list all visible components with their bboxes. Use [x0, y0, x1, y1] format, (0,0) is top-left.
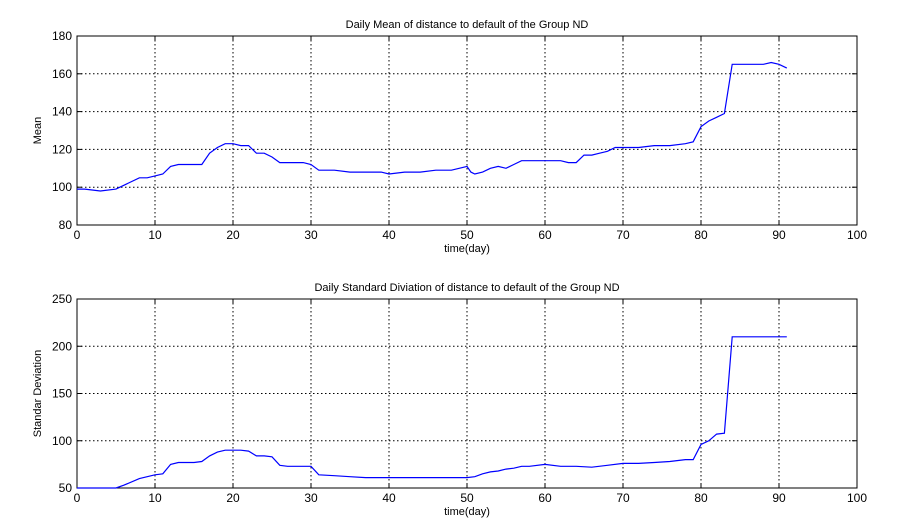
- x-tick-label: 50: [460, 491, 474, 505]
- y-tick-label: 140: [52, 105, 72, 119]
- x-tick-label: 20: [226, 491, 240, 505]
- y-tick-label: 180: [52, 29, 72, 43]
- y-tick-label: 100: [52, 180, 72, 194]
- x-tick-label: 80: [694, 228, 708, 242]
- chart-title: Daily Standard Diviation of distance to …: [314, 282, 619, 294]
- chart-0: 0 10 20 30 40 50 60 70 80 90 100 80 100 120 140 160 180 D…: [32, 19, 867, 255]
- series-line: [77, 336, 787, 489]
- x-tick-label: 0: [74, 228, 81, 242]
- x-tick-label: 60: [538, 491, 552, 505]
- y-tick-label: 200: [52, 339, 72, 353]
- y-tick-label: 50: [59, 481, 73, 495]
- x-tick-label: 70: [616, 228, 630, 242]
- x-tick-label: 90: [772, 491, 786, 505]
- x-tick-label: 80: [694, 491, 708, 505]
- x-tick-label: 50: [460, 228, 474, 242]
- x-tick-label: 100: [847, 491, 867, 505]
- y-tick-label: 80: [59, 218, 73, 232]
- x-tick-label: 60: [538, 228, 552, 242]
- x-tick-label: 90: [772, 228, 786, 242]
- x-axis-label: time(day): [444, 506, 490, 518]
- x-tick-label: 10: [148, 491, 162, 505]
- y-axis-label: Mean: [32, 117, 44, 145]
- plot-area: [76, 35, 858, 226]
- y-axis-label: Standar Deviation: [32, 350, 44, 437]
- x-tick-label: 30: [304, 491, 318, 505]
- x-axis-label: time(day): [444, 243, 490, 255]
- x-tick-label: 40: [382, 491, 396, 505]
- x-tick-label: 0: [74, 491, 81, 505]
- chart-1: 0 10 20 30 40 50 60 70 80 90 100 50 100 150 200 250 Dail…: [32, 282, 867, 518]
- x-tick-label: 20: [226, 228, 240, 242]
- x-tick-label: 10: [148, 228, 162, 242]
- series-line: [77, 61, 788, 192]
- x-tick-label: 30: [304, 228, 318, 242]
- y-tick-label: 150: [52, 387, 72, 401]
- x-tick-label: 70: [616, 491, 630, 505]
- y-tick-label: 250: [52, 292, 72, 306]
- y-tick-label: 160: [52, 67, 72, 81]
- chart-title: Daily Mean of distance to default of the…: [346, 19, 589, 31]
- x-tick-label: 40: [382, 228, 396, 242]
- x-tick-label: 100: [847, 228, 867, 242]
- y-tick-label: 100: [52, 434, 72, 448]
- y-tick-label: 120: [52, 142, 72, 156]
